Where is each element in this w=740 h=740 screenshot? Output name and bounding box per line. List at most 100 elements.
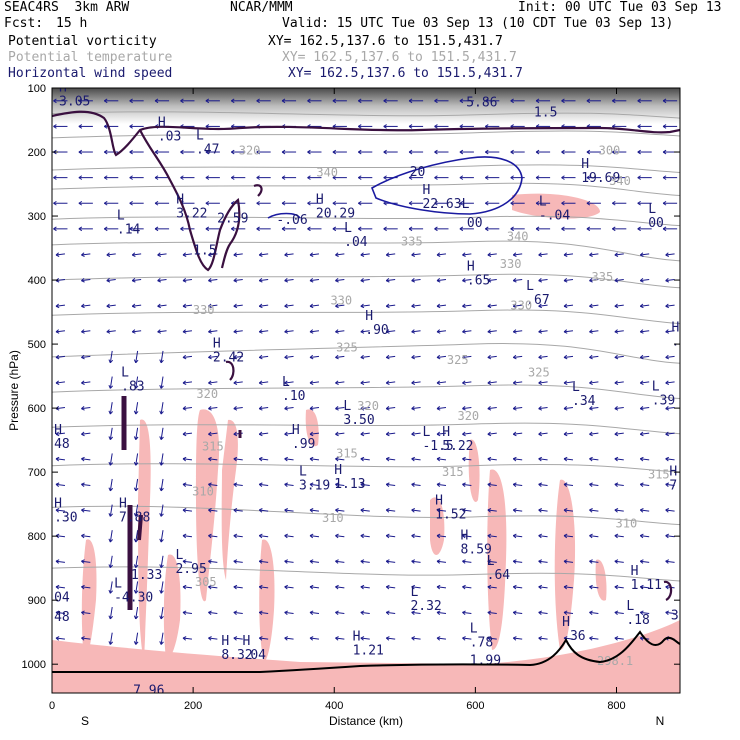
wind-vector bbox=[233, 252, 243, 257]
wind-vector-head bbox=[665, 331, 670, 334]
wind-vector-head bbox=[360, 483, 364, 487]
wind-vector-head bbox=[259, 533, 263, 537]
wind-vector-head bbox=[108, 410, 111, 415]
wind-vector-shaft bbox=[436, 586, 447, 589]
wind-vector-shaft bbox=[160, 376, 164, 389]
wind-vector-shaft bbox=[513, 253, 523, 256]
wind-vector bbox=[487, 406, 497, 411]
wind-vector-head bbox=[436, 612, 441, 616]
wind-vector-head bbox=[108, 359, 111, 364]
wind-vector-head bbox=[135, 590, 139, 594]
wind-vector-shaft bbox=[81, 304, 91, 307]
wind-vector-head bbox=[639, 560, 644, 564]
wind-vector-head bbox=[78, 100, 83, 104]
wind-vector-head bbox=[535, 100, 540, 104]
wind-vector bbox=[182, 636, 193, 641]
wind-vector-shaft bbox=[386, 432, 396, 435]
extremum-letter: H bbox=[243, 634, 251, 649]
wind-vector-head bbox=[513, 408, 517, 411]
wind-vector-shaft bbox=[614, 381, 624, 384]
wind-vector bbox=[639, 278, 650, 283]
extremum-letter: L bbox=[410, 585, 418, 600]
wind-vector-head bbox=[81, 456, 85, 460]
wind-vector-head bbox=[462, 354, 466, 358]
wind-vector-head bbox=[81, 357, 85, 360]
wind-vector-head bbox=[108, 513, 111, 517]
pv-shade-patch bbox=[430, 497, 445, 555]
wind-vector bbox=[563, 278, 574, 283]
wind-vector-shaft bbox=[487, 432, 497, 435]
wind-vector-shaft bbox=[55, 330, 65, 333]
wind-vector-head bbox=[208, 433, 212, 437]
wind-vector bbox=[360, 456, 370, 462]
wind-vector-shaft bbox=[640, 355, 650, 358]
wind-vector-head bbox=[385, 278, 390, 282]
wind-vector-head bbox=[436, 357, 441, 360]
wind-vector-head bbox=[589, 303, 593, 307]
wind-vector-head bbox=[55, 252, 60, 256]
wind-vector bbox=[538, 278, 548, 283]
pv-column-contour bbox=[137, 514, 143, 541]
wind-vector-head bbox=[589, 280, 593, 283]
wind-vector-head bbox=[614, 406, 618, 410]
wind-vector bbox=[411, 559, 421, 564]
wind-vector-head bbox=[485, 200, 489, 204]
wind-vector-head bbox=[510, 149, 514, 153]
field-wind-xy: XY= 162.5,137.6 to 151.5,431.7 bbox=[288, 66, 523, 81]
wind-vector bbox=[586, 200, 601, 206]
wind-vector-shaft bbox=[665, 304, 675, 307]
extremum-letter: H bbox=[59, 80, 67, 95]
wind-vector bbox=[104, 200, 119, 206]
wind-vector-head bbox=[385, 509, 390, 513]
theta-contour bbox=[52, 309, 680, 325]
theta-contour bbox=[52, 215, 680, 227]
extremum-letter: H bbox=[467, 260, 475, 275]
wind-vector-shaft bbox=[284, 407, 294, 410]
wind-vector-head bbox=[259, 280, 263, 283]
wind-vector bbox=[81, 303, 91, 309]
extremum-letter: H bbox=[54, 497, 62, 512]
field-theta-xy: XY= 162.5,137.6 to 151.5,431.7 bbox=[282, 50, 517, 65]
wind-vector-head bbox=[563, 535, 568, 539]
wind-vector bbox=[360, 406, 370, 411]
wind-vector bbox=[108, 606, 114, 620]
wind-vector bbox=[436, 456, 447, 462]
wind-vector-head bbox=[208, 357, 212, 360]
wind-vector bbox=[182, 584, 193, 590]
wind-vector-shaft bbox=[81, 611, 91, 615]
wind-vector-head bbox=[81, 612, 85, 616]
extremum-value: 2.95 bbox=[175, 562, 206, 577]
wind-vector-head bbox=[436, 380, 441, 384]
wind-vector-head bbox=[182, 254, 187, 257]
wind-vector-shaft bbox=[55, 355, 65, 358]
wind-vector-head bbox=[281, 177, 286, 180]
wind-vector-head bbox=[385, 354, 390, 358]
wind-vector-shaft bbox=[563, 535, 574, 538]
wind-vector bbox=[411, 303, 421, 309]
wind-vector-head bbox=[135, 359, 139, 364]
wind-vector-head bbox=[309, 458, 314, 462]
wind-vector bbox=[81, 456, 91, 462]
wind-vector-shaft bbox=[335, 279, 345, 282]
wind-vector-head bbox=[538, 331, 543, 334]
wind-vector-head bbox=[612, 175, 616, 179]
wind-vector-head bbox=[259, 636, 263, 639]
wind-vector bbox=[284, 303, 294, 309]
wind-vector bbox=[233, 354, 243, 360]
extrema-label-layer: H3.05 5.861.5H.03 L.4720H19.69H22.63L00L-.… bbox=[54, 80, 680, 693]
wind-vector-head bbox=[309, 408, 314, 411]
wind-vector-head bbox=[462, 303, 466, 307]
y-tick-label: 1000 bbox=[22, 659, 46, 671]
wind-vector-head bbox=[513, 636, 517, 639]
wind-vector-head bbox=[436, 636, 441, 639]
wind-vector-head bbox=[332, 151, 337, 155]
wind-vector-head bbox=[436, 278, 441, 282]
wind-vector-head bbox=[182, 483, 187, 487]
wind-vector-shaft bbox=[55, 253, 65, 256]
pv-contour-small bbox=[663, 580, 673, 601]
wind-vector-head bbox=[385, 329, 390, 333]
wind-vector-shaft bbox=[665, 509, 675, 512]
wind-vector-head bbox=[665, 329, 669, 333]
wind-vector-head bbox=[78, 200, 83, 204]
pv-shade-patch bbox=[196, 409, 220, 602]
